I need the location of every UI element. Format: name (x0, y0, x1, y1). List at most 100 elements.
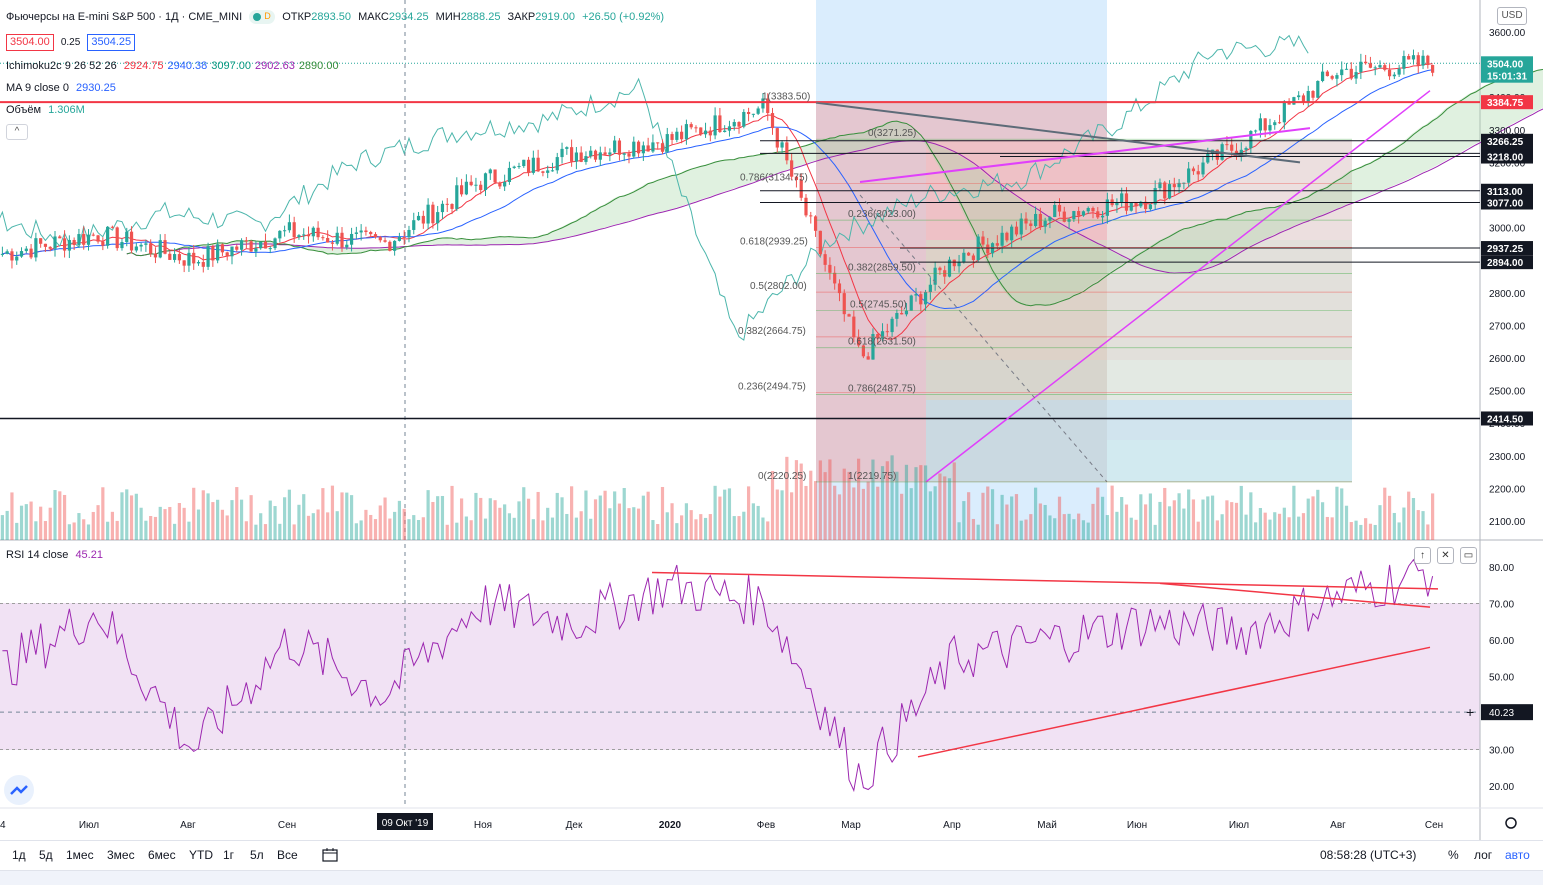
candle-body (1402, 56, 1406, 69)
collapse-legend-button[interactable]: ^ (6, 124, 28, 140)
candle-body (780, 142, 784, 148)
timeframe-button[interactable]: 1мес (66, 848, 94, 862)
tradingview-logo[interactable] (4, 775, 34, 805)
volume-legend[interactable]: Объём 1.306M (6, 104, 89, 117)
volume-bar (512, 517, 516, 540)
timeframe-button[interactable]: 1г (223, 848, 235, 862)
candle-body (684, 124, 689, 140)
volume-bar (928, 491, 932, 540)
volume-bar (1043, 504, 1047, 540)
volume-bar (1177, 493, 1181, 540)
rsi-tick: 80.00 (1489, 563, 1514, 574)
timeframe-button[interactable]: Все (277, 848, 298, 862)
time-tick: Июл (1229, 820, 1249, 831)
candle-body (785, 142, 789, 161)
timeframe-button[interactable]: 3мес (107, 848, 135, 862)
volume-bar (876, 486, 880, 540)
percent-toggle[interactable]: % (1448, 848, 1459, 862)
price-label: 3384.75 (1487, 98, 1524, 109)
rsi-legend[interactable]: RSI 14 close 45.21 (6, 549, 107, 562)
volume-bar (1431, 493, 1435, 540)
volume-bar (770, 470, 775, 540)
candle-body (1335, 75, 1339, 79)
candle-body (1364, 61, 1368, 64)
candle-body (144, 243, 148, 245)
move-pane-up-button[interactable]: ↑ (1414, 547, 1431, 564)
candle-body (522, 159, 526, 167)
timeframe-button[interactable]: 1д (12, 848, 26, 862)
ma-legend[interactable]: MA 9 close 0 2930.25 (6, 82, 120, 95)
volume-bar (493, 500, 497, 540)
candle-body (713, 115, 717, 136)
candle-body (335, 232, 339, 244)
candle-body (455, 185, 459, 209)
ichimoku-legend[interactable]: Ichimoku2c 9 26 52 26 2924.75 2940.38 3097… (6, 60, 347, 73)
candle-body (847, 314, 851, 317)
price-label-box (1481, 56, 1533, 71)
candle-body (1325, 71, 1329, 77)
volume-bar (1268, 519, 1272, 540)
candle-body (416, 215, 421, 221)
volume-bar (201, 490, 205, 540)
volume-bar (1402, 507, 1406, 540)
candle-body (833, 272, 837, 284)
candle-body (39, 238, 43, 244)
candle-body (646, 145, 650, 152)
volume-bar (1124, 504, 1129, 540)
candle-body (813, 216, 818, 231)
volume-bar (1320, 502, 1325, 540)
rsi-tick: 50.00 (1489, 673, 1514, 684)
symbol-title[interactable]: Фьючерсы на E-mini S&P 500 · 1Д · CME_MI… (6, 10, 243, 23)
volume-bar (244, 521, 248, 540)
candle-body (804, 197, 808, 216)
candle-body (565, 147, 569, 149)
clock[interactable]: 08:58:28 (UTC+3) (1320, 848, 1417, 862)
log-toggle[interactable]: лог (1474, 848, 1493, 862)
candle-body (302, 234, 306, 236)
currency-button[interactable]: USD (1497, 7, 1527, 25)
volume-bar (751, 503, 755, 540)
volume-bar (952, 462, 956, 540)
close-pane-button[interactable]: ✕ (1437, 547, 1454, 564)
volume-bar (986, 486, 990, 540)
volume-bar (895, 471, 899, 540)
bid-button[interactable]: 3504.00 (6, 34, 54, 51)
time-tick: Авг (180, 820, 196, 831)
time-tick: Апр (943, 820, 961, 831)
candle-body (732, 122, 736, 127)
candle-body (570, 147, 574, 162)
timeframe-button[interactable]: 5л (250, 848, 264, 862)
volume-bar (402, 508, 406, 540)
chart-canvas[interactable]: 1(3383.50) 0(3271.25) 0.786(3134.75) 0.236(… (0, 0, 1543, 840)
volume-bar (96, 505, 100, 540)
volume-bar (703, 517, 708, 540)
timeframe-button[interactable]: 6мес (148, 848, 176, 862)
volume-bar (445, 524, 449, 540)
auto-toggle[interactable]: авто (1505, 848, 1530, 862)
volume-bar (91, 511, 95, 540)
volume-bar (397, 500, 402, 540)
volume-bar (598, 495, 602, 540)
timeframe-button[interactable]: 5д (39, 848, 53, 862)
timeframe-button[interactable]: YTD (189, 848, 213, 862)
ask-button[interactable]: 3504.25 (87, 34, 136, 51)
candle-body (962, 252, 966, 263)
volume-bar (1081, 520, 1086, 540)
candle-body (192, 252, 196, 264)
volume-bar (1072, 519, 1076, 540)
volume-bar (1091, 503, 1095, 540)
price-label: 2894.00 (1487, 258, 1524, 269)
volume-bar (1378, 505, 1382, 540)
bottom-scroll-strip (0, 870, 1543, 885)
calendar-range-icon[interactable] (322, 848, 338, 865)
fib-label: 0.382(2664.75) (738, 326, 806, 337)
candle-body (900, 313, 904, 315)
volume-bar (1010, 496, 1014, 540)
maximize-pane-button[interactable]: ▭ (1460, 547, 1477, 564)
candle-body (947, 259, 952, 277)
price-label-box (1481, 133, 1533, 148)
volume-bar (158, 506, 162, 540)
candle-body (1244, 148, 1248, 150)
price-label: 3504.00 (1487, 59, 1524, 70)
volume-bar (464, 516, 468, 540)
